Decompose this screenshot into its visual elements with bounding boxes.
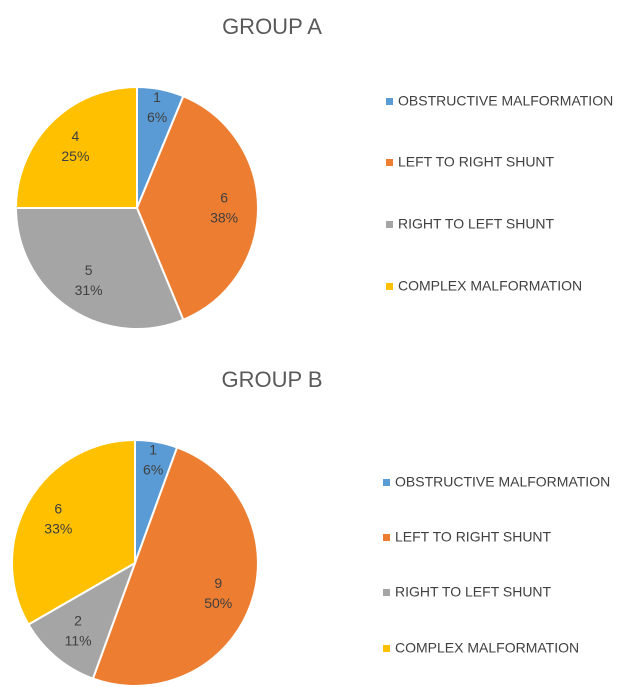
slice-count-label: 1: [153, 89, 161, 105]
legend-label: RIGHT TO LEFT SHUNT: [398, 216, 555, 232]
pie-slice: [135, 94, 259, 322]
legend-marker: [383, 589, 390, 596]
legend-marker: [386, 98, 393, 105]
legend-label: COMPLEX MALFORMATION: [395, 640, 579, 656]
slice-percent-label: 33%: [44, 520, 72, 536]
legend-label: OBSTRUCTIVE MALFORMATION: [395, 474, 610, 490]
slice-percent-label: 38%: [210, 210, 238, 226]
legend-label: LEFT TO RIGHT SHUNT: [395, 529, 552, 545]
pie-slice: [14, 207, 185, 330]
pie-slice: [27, 560, 137, 680]
slice-percent-label: 25%: [61, 148, 89, 164]
legend-marker: [386, 159, 393, 166]
legend-label: LEFT TO RIGHT SHUNT: [398, 154, 555, 170]
legend-label: OBSTRUCTIVE MALFORMATION: [398, 93, 613, 109]
slice-count-label: 2: [74, 613, 82, 629]
pie-slice: [14, 85, 138, 209]
slice-count-label: 6: [220, 190, 228, 206]
slice-percent-label: 50%: [204, 595, 232, 611]
slice-count-label: 6: [54, 500, 62, 516]
chart-title: GROUP A: [222, 14, 322, 39]
slice-count-label: 4: [71, 128, 79, 144]
slice-percent-label: 6%: [147, 109, 167, 125]
legend-label: RIGHT TO LEFT SHUNT: [395, 584, 552, 600]
pie-slice: [11, 438, 136, 626]
legend-label: COMPLEX MALFORMATION: [398, 278, 582, 294]
slice-count-label: 1: [149, 442, 157, 458]
pie-slice: [91, 446, 259, 687]
legend-marker: [383, 479, 390, 486]
legend-marker: [386, 283, 393, 290]
slice-percent-label: 11%: [65, 633, 92, 649]
slice-percent-label: 31%: [75, 282, 103, 298]
slice-count-label: 9: [214, 575, 222, 591]
legend-marker: [386, 221, 393, 228]
slice-count-label: 5: [85, 262, 93, 278]
legend-marker: [383, 534, 390, 541]
legend-marker: [383, 645, 390, 652]
chart-title: GROUP B: [221, 367, 322, 392]
slice-percent-label: 6%: [143, 462, 163, 478]
